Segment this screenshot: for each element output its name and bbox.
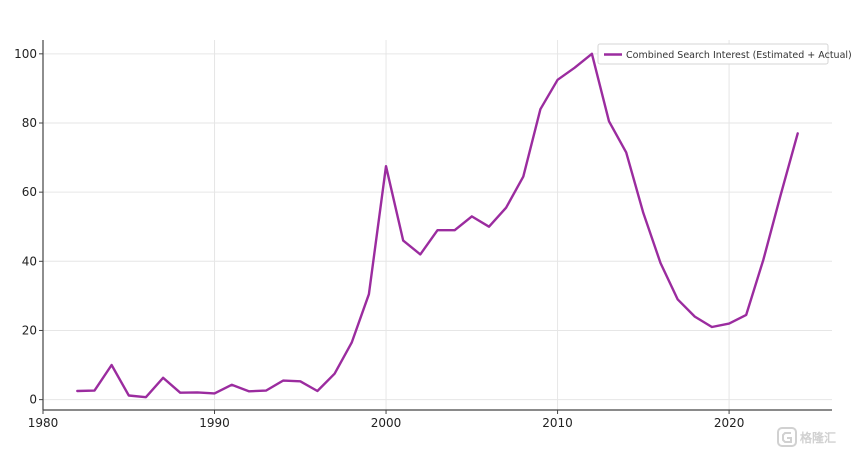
legend-box — [597, 43, 829, 65]
watermark-text: 格隆汇 — [800, 430, 836, 445]
legend: Combined Search Interest (Estimated + Ac… — [597, 43, 852, 65]
series-line — [76, 52, 799, 399]
g-logo-icon — [777, 427, 797, 447]
y-tick-label: 100 — [14, 47, 37, 61]
y-tick-label: 80 — [22, 116, 37, 130]
y-tick-label: 60 — [22, 185, 37, 199]
y-tick-label: 0 — [29, 393, 37, 407]
x-tick-label: 1980 — [28, 416, 59, 430]
tick-labels: 0 20 40 60 80 100 1980 1990 2000 2010 2020 — [14, 47, 744, 430]
legend-label: Combined Search Interest (Estimated + Ac… — [626, 50, 852, 61]
grid-lines — [42, 40, 832, 410]
axes — [39, 40, 832, 414]
x-tick-label: 1990 — [199, 416, 230, 430]
x-tick-label: 2000 — [371, 416, 402, 430]
x-tick-label: 2020 — [714, 416, 745, 430]
y-tick-label: 20 — [22, 323, 37, 337]
watermark: 格隆汇 — [777, 427, 836, 447]
y-tick-label: 40 — [22, 254, 37, 268]
x-tick-label: 2010 — [542, 416, 573, 430]
series-lines — [76, 52, 799, 399]
